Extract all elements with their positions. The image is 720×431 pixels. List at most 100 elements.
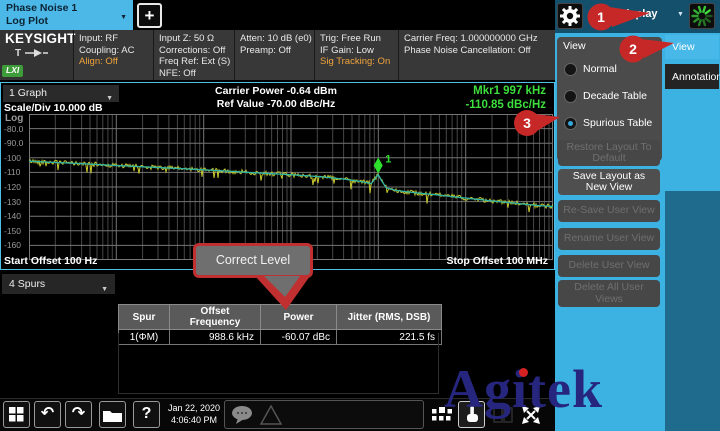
chevron-down-icon: ▼ <box>101 286 108 293</box>
callout-pointer <box>255 276 310 310</box>
chat-bubble-icon[interactable] <box>230 404 256 426</box>
file-button[interactable] <box>99 401 126 428</box>
status-col-inputz: Input Z: 50 Ω Corrections: Off Freq Ref:… <box>153 30 234 80</box>
save-layout-button[interactable]: Save Layout as New View <box>558 169 660 195</box>
add-measurement-button[interactable]: + <box>137 3 162 28</box>
radio-normal[interactable]: Normal <box>564 61 617 77</box>
windows-icon <box>9 407 24 422</box>
undo-button[interactable]: ↶ <box>34 401 61 428</box>
status-text: Align: Off <box>79 56 118 67</box>
y-tick-label: -150 <box>4 225 22 236</box>
col-header-jitter: Jitter (RMS, DSB) <box>336 304 442 330</box>
col-header-spur: Spur <box>118 304 170 330</box>
triangle-icon[interactable] <box>259 403 283 427</box>
help-button[interactable]: ? <box>133 401 160 428</box>
status-text: Freq Ref: Ext (S) <box>159 56 231 67</box>
status-text: Coupling: AC <box>79 44 135 56</box>
redo-icon: ↷ <box>71 405 86 422</box>
question-icon: ? <box>141 405 152 422</box>
right-panel: Display ▼ View Normal Decade Table <box>555 0 720 431</box>
datetime-display[interactable]: Jan 22, 2020 4:06:40 PM <box>166 402 222 426</box>
delete-user-view-button[interactable]: Delete User View <box>558 255 660 277</box>
y-tick-label: -80.0 <box>4 123 24 134</box>
spur-table-row[interactable]: 1(ΦM) 988.6 kHz -60.07 dBc 221.5 fs <box>118 329 442 345</box>
trace-arrow-icon <box>25 49 49 58</box>
annotation-tray <box>224 400 424 429</box>
radio-dot[interactable] <box>564 89 577 103</box>
restore-layout-button[interactable]: Restore Layout To Default <box>558 140 660 166</box>
layout-grid-button[interactable] <box>428 401 455 428</box>
groupbox-title: View <box>563 40 586 52</box>
spur-table: Spur Offset Frequency Power Jitter (RMS,… <box>118 304 442 345</box>
measurement-tab-line2: Log Plot <box>6 15 48 27</box>
marker-readout: Mkr1 997 kHz -110.85 dBc/Hz <box>465 84 546 112</box>
settings-button[interactable] <box>557 3 583 29</box>
status-text: Atten: 10 dB (e0) <box>240 33 312 44</box>
start-offset-label: Start Offset 100 Hz <box>4 255 98 267</box>
scale-div-label: Scale/Div 10.000 dB <box>4 102 103 114</box>
marker-value-label: -110.85 dBc/Hz <box>465 99 546 111</box>
date-label: Jan 22, 2020 <box>167 403 221 413</box>
delete-all-user-views-button[interactable]: Delete All User Views <box>558 280 660 307</box>
plot-svg: 1 <box>29 114 553 260</box>
dimmed-grid-button[interactable] <box>489 401 516 428</box>
marker-freq-label: Mkr1 997 kHz <box>473 85 546 97</box>
graph-selector-dropdown[interactable]: 1 Graph ▼ <box>3 85 119 102</box>
y-tick-label: -110 <box>4 167 21 178</box>
tab-view[interactable]: View <box>665 35 719 59</box>
undo-icon: ↶ <box>40 405 55 422</box>
panel-dark-column <box>665 191 720 431</box>
status-text: Input: RF <box>79 33 119 44</box>
col-header-offset: Offset Frequency <box>169 304 261 330</box>
chevron-down-icon[interactable]: ▼ <box>677 11 684 18</box>
carrier-power-label: Carrier Power -0.64 dBm <box>215 85 337 97</box>
stop-offset-label: Stop Offset 100 MHz <box>446 255 548 267</box>
expand-arrows-icon <box>521 406 540 424</box>
spurs-selector-label: 4 Spurs <box>9 278 46 290</box>
tab-annotation[interactable]: Annotation <box>665 64 720 89</box>
chevron-down-icon: ▼ <box>106 95 113 102</box>
spurs-selector-dropdown[interactable]: 4 Spurs ▼ <box>2 274 115 294</box>
radio-dot[interactable] <box>564 116 577 130</box>
status-col-trig: Trig: Free Run IF Gain: Low Sig Tracking… <box>314 30 398 80</box>
y-tick-label: -90.0 <box>4 138 24 149</box>
brand-block: KEYSIGHT T LXI <box>0 30 76 80</box>
ref-value-label: Ref Value -70.00 dBc/Hz <box>216 98 336 110</box>
radio-decade-table[interactable]: Decade Table <box>564 88 647 104</box>
status-col-atten: Atten: 10 dB (e0) Preamp: Off <box>234 30 314 80</box>
resave-user-view-button[interactable]: Re-Save User View <box>558 200 660 222</box>
cell-jitter: 221.5 fs <box>336 329 442 345</box>
radio-label: Normal <box>583 63 617 75</box>
carrier-readout: Carrier Power -0.64 dBm Ref Value -70.00… <box>151 85 401 111</box>
y-axis-scale-label: Log <box>5 113 24 124</box>
lxi-badge: LXI <box>2 65 24 77</box>
spur-table-header-row: Spur Offset Frequency Power Jitter (RMS,… <box>118 304 442 330</box>
panel-header: Display ▼ <box>555 0 720 33</box>
status-col-carrier: Carrier Freq: 1.000000000 GHz Phase Nois… <box>398 30 555 80</box>
fullscreen-button[interactable] <box>517 401 544 428</box>
measurement-tab[interactable]: Phase Noise 1 Log Plot ▼ <box>0 0 133 30</box>
status-text: Input Z: 50 Ω <box>159 33 215 44</box>
y-tick-label: -100 <box>4 152 22 163</box>
trace-indicator: T <box>15 47 22 59</box>
touch-mode-button[interactable] <box>458 401 485 428</box>
status-text: Phase Noise Cancellation: Off <box>404 44 531 56</box>
panel-body: View Normal Decade Table Spurious Table … <box>555 33 720 431</box>
windows-start-button[interactable] <box>3 401 30 428</box>
display-menu-button[interactable]: Display <box>618 8 658 20</box>
gear-icon <box>560 6 580 26</box>
brand-logo: KEYSIGHT <box>5 31 76 46</box>
measurement-tab-line1: Phase Noise 1 <box>6 2 78 14</box>
radio-dot[interactable] <box>564 62 577 76</box>
rename-user-view-button[interactable]: Rename User View <box>558 228 660 250</box>
radio-label: Decade Table <box>583 90 648 102</box>
radio-spurious-table[interactable]: Spurious Table <box>564 115 652 131</box>
y-tick-label: -130 <box>4 196 22 207</box>
status-col-input: Input: RF Coupling: AC Align: Off <box>73 30 153 80</box>
y-tick-label: -160 <box>4 240 22 251</box>
chevron-down-icon[interactable]: ▼ <box>120 14 127 21</box>
callout-correct-level: Correct Level <box>193 243 313 278</box>
redo-button[interactable]: ↷ <box>65 401 92 428</box>
touch-hand-icon <box>466 406 478 422</box>
